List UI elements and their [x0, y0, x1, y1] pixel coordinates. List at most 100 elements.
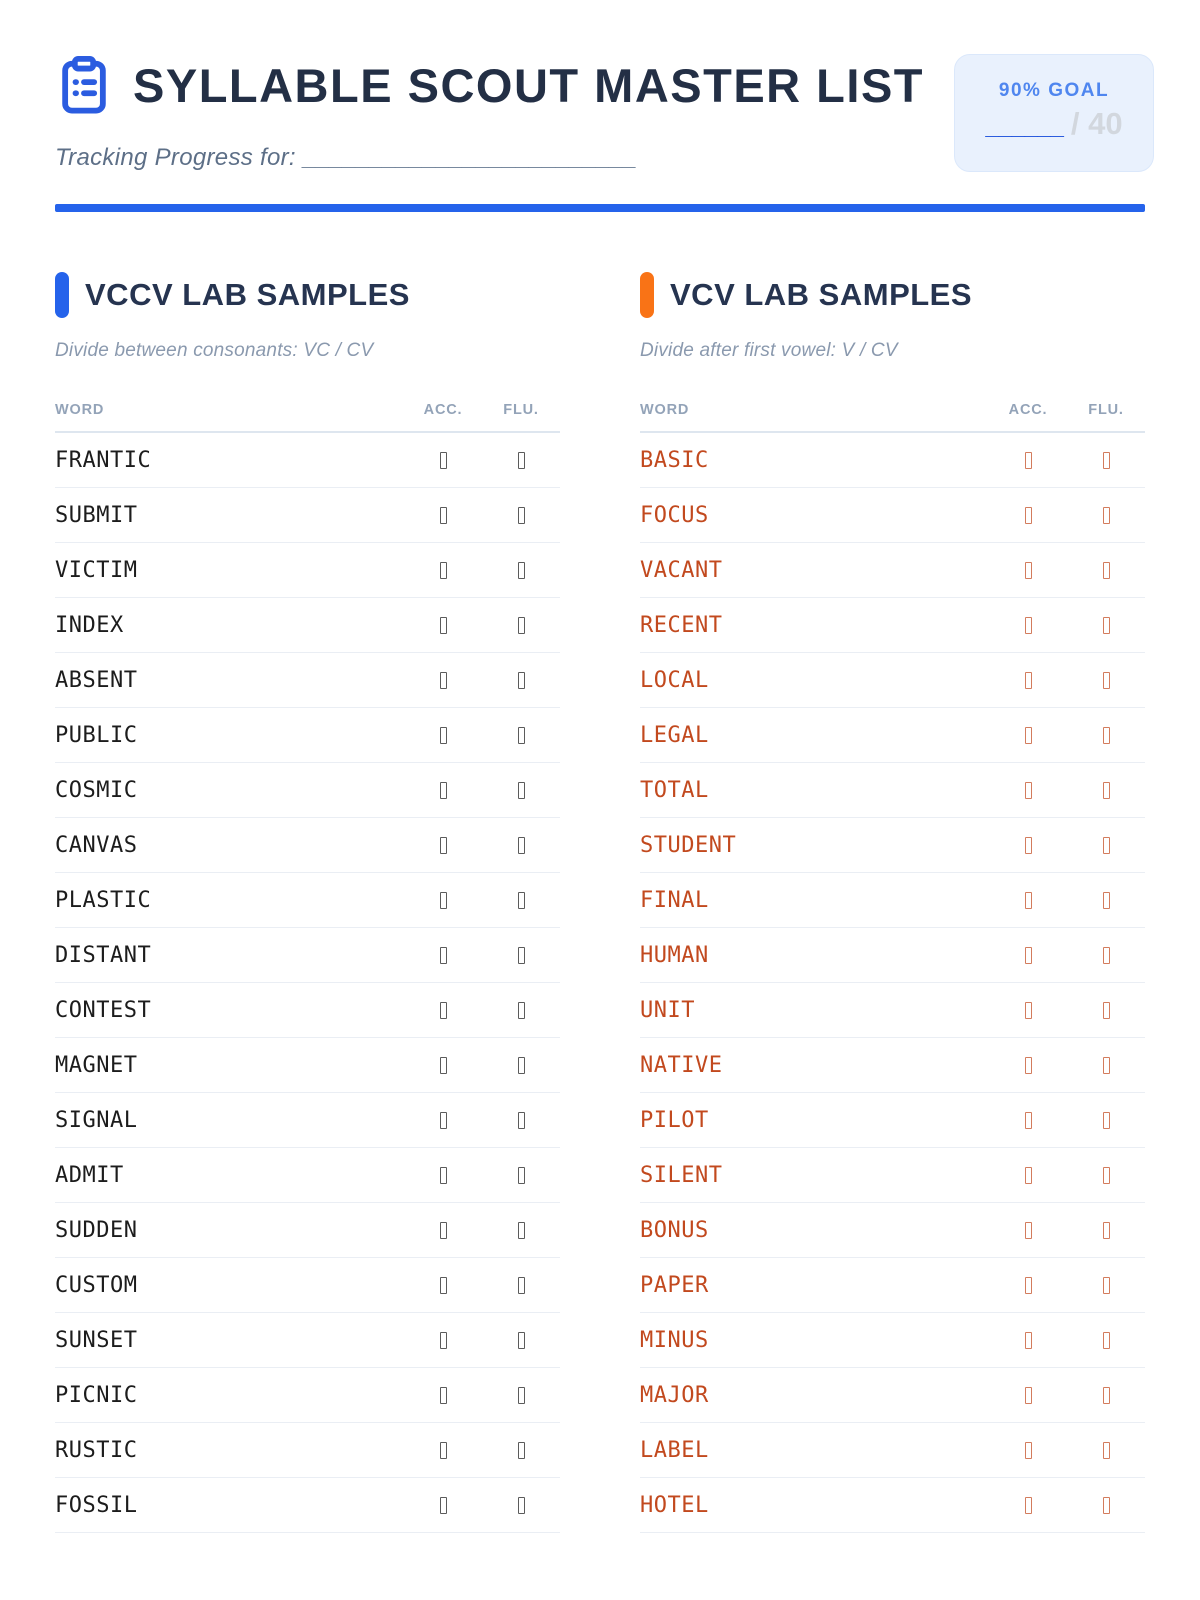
checkbox-cell	[989, 561, 1067, 579]
goal-badge-label: 90% GOAL	[998, 80, 1110, 101]
checkbox-cell	[989, 946, 1067, 964]
checkbox-cell	[404, 1496, 482, 1514]
word-row: LOCAL	[640, 653, 1145, 708]
checkbox-cell	[989, 1386, 1067, 1404]
word-row: SUDDEN	[55, 1203, 560, 1258]
acc-checkbox-icon	[439, 451, 447, 469]
word-row: MAJOR	[640, 1368, 1145, 1423]
checkbox-cell	[1067, 1056, 1145, 1074]
acc-checkbox-icon	[439, 1001, 447, 1019]
checkbox-cell	[1067, 1221, 1145, 1239]
page-header: SYLLABLE SCOUT MASTER LIST	[55, 52, 1145, 118]
flu-checkbox-icon	[1102, 1221, 1110, 1239]
acc-checkbox-icon	[439, 1276, 447, 1294]
sections-container: VCCV LAB SAMPLES Divide between consonan…	[55, 272, 1145, 1533]
word-row: BONUS	[640, 1203, 1145, 1258]
acc-checkbox-icon	[1024, 1276, 1032, 1294]
word-label: UNIT	[640, 997, 695, 1023]
word-label: MAGNET	[55, 1052, 138, 1078]
column-header-flu: FLU.	[1088, 402, 1124, 418]
acc-checkbox-icon	[439, 726, 447, 744]
acc-checkbox-icon	[1024, 616, 1032, 634]
word-label: DISTANT	[55, 942, 152, 968]
tracking-progress-blank: _________________________	[302, 144, 637, 171]
word-row: PAPER	[640, 1258, 1145, 1313]
word-label: PLASTIC	[55, 887, 152, 913]
acc-checkbox-icon	[1024, 781, 1032, 799]
word-label: PAPER	[640, 1272, 709, 1298]
flu-checkbox-icon	[517, 1331, 525, 1349]
word-row: VACANT	[640, 543, 1145, 598]
checkbox-cell	[989, 1441, 1067, 1459]
acc-checkbox-icon	[1024, 561, 1032, 579]
checkbox-cell	[1067, 836, 1145, 854]
word-row: TOTAL	[640, 763, 1145, 818]
checkbox-cell	[989, 616, 1067, 634]
word-label: VACANT	[640, 557, 723, 583]
checkbox-cell	[482, 946, 560, 964]
checkbox-cell	[404, 1441, 482, 1459]
checkbox-cell	[404, 1001, 482, 1019]
section-subtitle: Divide between consonants: VC / CV	[55, 340, 374, 361]
checkbox-cell	[1067, 1331, 1145, 1349]
flu-checkbox-icon	[1102, 561, 1110, 579]
accent-bar	[55, 272, 69, 318]
word-row: CANVAS	[55, 818, 560, 873]
header-divider	[55, 204, 1145, 212]
word-label: HUMAN	[640, 942, 709, 968]
checkbox-cell	[989, 671, 1067, 689]
acc-checkbox-icon	[439, 1111, 447, 1129]
word-row: MINUS	[640, 1313, 1145, 1368]
checkbox-cell	[1067, 1001, 1145, 1019]
checkbox-cell	[1067, 671, 1145, 689]
checkbox-cell	[404, 946, 482, 964]
word-label: MAJOR	[640, 1382, 709, 1408]
checkbox-cell	[482, 1496, 560, 1514]
column-header-acc: ACC.	[423, 402, 463, 418]
flu-checkbox-icon	[517, 1386, 525, 1404]
word-row: SIGNAL	[55, 1093, 560, 1148]
flu-checkbox-icon	[517, 726, 525, 744]
word-label: VICTIM	[55, 557, 138, 583]
word-label: MINUS	[640, 1327, 709, 1353]
section-vccv-header: VCCV LAB SAMPLES	[55, 272, 560, 318]
word-row: PICNIC	[55, 1368, 560, 1423]
acc-checkbox-icon	[1024, 1441, 1032, 1459]
word-label: LOCAL	[640, 667, 709, 693]
word-row: VICTIM	[55, 543, 560, 598]
flu-checkbox-icon	[517, 1276, 525, 1294]
checkbox-cell	[482, 1056, 560, 1074]
flu-checkbox-icon	[1102, 616, 1110, 634]
flu-checkbox-icon	[1102, 1331, 1110, 1349]
acc-checkbox-icon	[439, 1331, 447, 1349]
flu-checkbox-icon	[517, 1001, 525, 1019]
flu-checkbox-icon	[1102, 1386, 1110, 1404]
flu-checkbox-icon	[1102, 1166, 1110, 1184]
flu-checkbox-icon	[1102, 451, 1110, 469]
checkbox-cell	[989, 451, 1067, 469]
acc-checkbox-icon	[439, 1166, 447, 1184]
checkbox-cell	[482, 781, 560, 799]
acc-checkbox-icon	[1024, 726, 1032, 744]
goal-score-total: / 40	[1070, 106, 1123, 141]
acc-checkbox-icon	[1024, 451, 1032, 469]
flu-checkbox-icon	[1102, 1111, 1110, 1129]
checkbox-cell	[482, 451, 560, 469]
word-row: SILENT	[640, 1148, 1145, 1203]
word-label: SUNSET	[55, 1327, 138, 1353]
acc-checkbox-icon	[439, 891, 447, 909]
flu-checkbox-icon	[517, 836, 525, 854]
checkbox-cell	[482, 671, 560, 689]
flu-checkbox-icon	[517, 1166, 525, 1184]
checkbox-cell	[989, 1221, 1067, 1239]
word-label: LEGAL	[640, 722, 709, 748]
checkbox-cell	[482, 1166, 560, 1184]
checkbox-cell	[482, 1221, 560, 1239]
word-row: HUMAN	[640, 928, 1145, 983]
flu-checkbox-icon	[517, 616, 525, 634]
checkbox-cell	[404, 726, 482, 744]
checkbox-cell	[1067, 1441, 1145, 1459]
section-title: VCCV LAB SAMPLES	[85, 277, 410, 312]
word-row: FRANTIC	[55, 433, 560, 488]
flu-checkbox-icon	[517, 1441, 525, 1459]
